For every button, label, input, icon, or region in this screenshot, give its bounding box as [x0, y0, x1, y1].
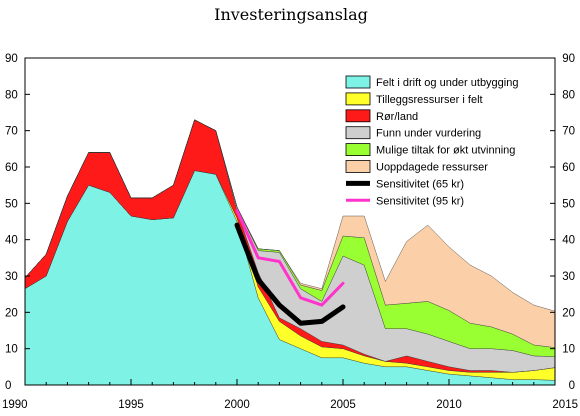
y-tick-label-right: 0 [569, 380, 575, 392]
legend-label-felt-i-drift-og-under-utbygging: Felt i drift og under utbygging [376, 77, 518, 89]
legend-label-mulige-tiltak-for-okt-utvinning: Mulige tiltak for økt utvinning [376, 145, 515, 157]
y-tick-label-left: 40 [5, 235, 18, 247]
y-tick-label-left: 0 [5, 380, 11, 392]
y-tick-label-left: 10 [5, 344, 18, 356]
x-tick-label: 2000 [224, 399, 250, 411]
y-tick-label-left: 70 [5, 126, 18, 138]
legend-label-ror-land: Rør/land [376, 111, 418, 123]
legend-swatch-tilleggsressurser-i-felt [345, 92, 371, 106]
y-tick-label-left: 90 [5, 53, 18, 65]
y-tick-label-left: 30 [5, 271, 18, 283]
x-tick-label: 1995 [118, 399, 144, 411]
y-tick-label-right: 30 [562, 271, 575, 283]
y-tick-label-left: 50 [5, 198, 18, 210]
legend-label-tilleggsressurser-i-felt: Tilleggsressurser i felt [376, 94, 483, 106]
axes: 0 0 10 10 20 20 30 30 40 40 50 50 60 60 70 70 80 80 90 90 19… [2, 53, 578, 411]
legend-swatch-uoppdagede-ressurser [345, 160, 371, 173]
legend-label-sensitivitet-65-kr: Sensitivitet (65 kr) [376, 178, 464, 190]
legend-label-sensitivitet-95-kr: Sensitivitet (95 kr) [376, 195, 464, 207]
chart-title: Investeringsanslag [214, 5, 368, 24]
line-sensitivitet-95-kr [235, 209, 345, 307]
y-tick-label-right: 10 [562, 344, 575, 356]
plot-frame [24, 57, 556, 386]
y-tick-label-right: 80 [562, 89, 575, 101]
x-tick-label: 2005 [330, 399, 356, 411]
y-tick-label-right: 90 [562, 53, 575, 65]
legend: Felt i drift og under utbygging Tilleggsr… [345, 75, 518, 207]
legend-label-funn-under-vurdering: Funn under vurdering [376, 128, 481, 140]
line-sensitivitet-65-kr [234, 222, 346, 326]
x-tick-label: 2015 [552, 399, 578, 411]
y-tick-label-right: 50 [562, 198, 575, 210]
legend-swatch-felt-i-drift-og-under-utbygging [345, 75, 371, 89]
y-tick-label-right: 40 [562, 235, 575, 247]
legend-swatch-mulige-tiltak-for-okt-utvinning [345, 143, 371, 157]
legend-swatch-funn-under-vurdering [345, 126, 371, 140]
y-tick-label-left: 60 [5, 162, 18, 174]
legend-label-uoppdagede-ressurser: Uoppdagede ressurser [376, 162, 488, 174]
y-tick-label-left: 80 [5, 89, 18, 101]
x-tick-label: 2010 [436, 399, 462, 411]
y-tick-label-right: 60 [562, 162, 575, 174]
y-tick-label-left: 20 [5, 307, 18, 319]
legend-swatch-ror-land [345, 109, 371, 123]
y-tick-label-right: 70 [562, 126, 575, 138]
sensitivity-lines [234, 209, 346, 326]
stacked-areas [24, 119, 556, 386]
x-tick-label: 1990 [2, 399, 28, 411]
y-tick-label-right: 20 [562, 307, 575, 319]
